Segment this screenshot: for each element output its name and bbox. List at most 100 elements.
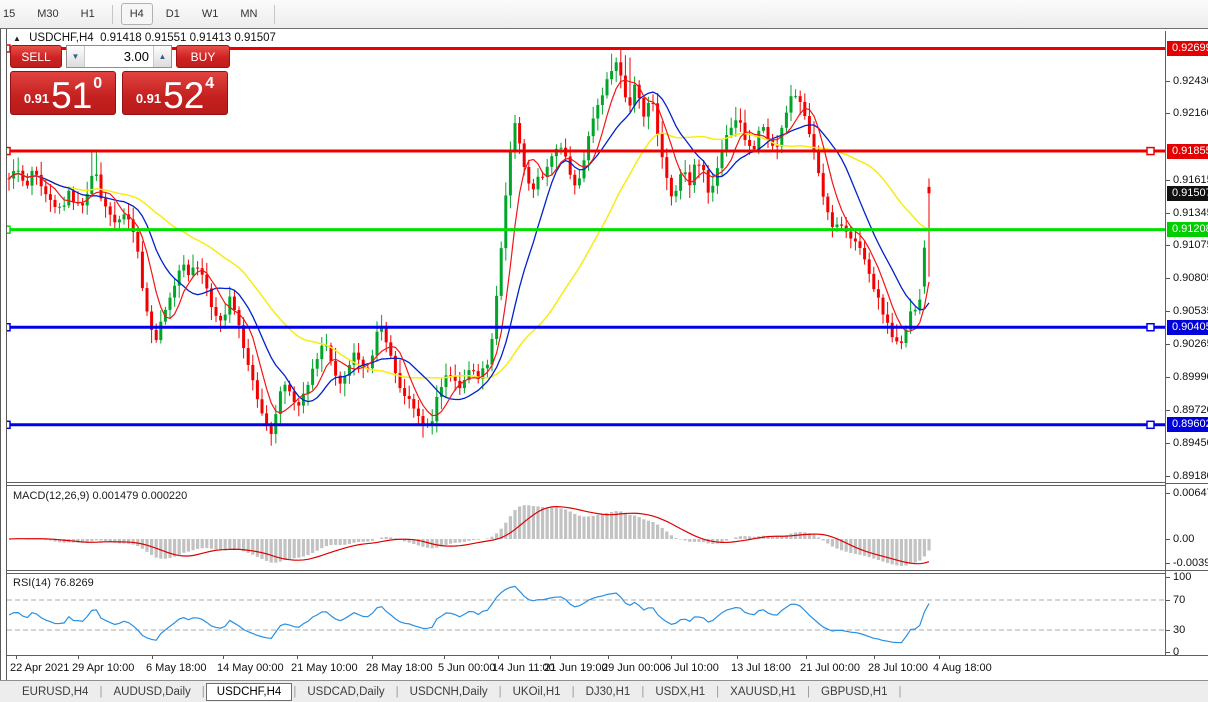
macd-indicator-panel[interactable] bbox=[7, 487, 1166, 569]
volume-input[interactable] bbox=[85, 46, 153, 67]
chart-tab-dj30[interactable]: DJ30,H1 bbox=[585, 685, 631, 698]
price-level-label[interactable]: 0.90405 bbox=[1167, 319, 1208, 335]
time-axis-label: 14 Jun 11:00 bbox=[492, 662, 555, 674]
volume-stepper: ▼ ▲ bbox=[66, 45, 172, 68]
buy-price-box[interactable]: 0.91 52 4 bbox=[122, 71, 228, 115]
chart-window: ▲ USDCHF,H4 0.91418 0.91551 0.91413 0.91… bbox=[0, 28, 1208, 681]
time-axis-label: 6 Jul 10:00 bbox=[665, 662, 719, 674]
time-axis-tick bbox=[608, 656, 609, 659]
time-axis-tick bbox=[498, 656, 499, 659]
chart-tab-usdcnh[interactable]: USDCNH,Daily bbox=[409, 685, 488, 698]
time-axis-label: 4 Aug 18:00 bbox=[933, 662, 992, 674]
line-handle bbox=[1146, 322, 1155, 332]
tab-separator: | bbox=[716, 685, 720, 698]
chart-tab-bar: EURUSD,H4 | AUDUSD,Daily | USDCHF,H4 | USDCAD,… bbox=[0, 680, 1208, 702]
time-axis-tick bbox=[550, 656, 551, 659]
tab-separator: | bbox=[99, 685, 103, 698]
chart-ohlc-values: 0.91418 0.91551 0.91413 0.91507 bbox=[100, 32, 276, 44]
time-axis-label: 14 May 00:00 bbox=[217, 662, 284, 674]
volume-increase-icon[interactable]: ▲ bbox=[153, 46, 171, 67]
time-axis-tick bbox=[444, 656, 445, 659]
price-level-label[interactable]: 0.92699 bbox=[1167, 41, 1208, 56]
time-axis-label: 21 Jun 19:00 bbox=[544, 662, 608, 674]
collapse-arrow-icon[interactable]: ▲ bbox=[13, 34, 21, 43]
timeframe-button-h1[interactable]: H1 bbox=[80, 8, 95, 20]
time-axis-tick bbox=[223, 656, 224, 659]
macd-axis-tick: 0.00647 bbox=[1166, 487, 1208, 500]
chart-tab-usdx[interactable]: USDX,H1 bbox=[655, 685, 706, 698]
timeframe-button-h4[interactable]: H4 bbox=[120, 3, 153, 25]
timeframe-button-w1[interactable]: W1 bbox=[201, 8, 219, 20]
time-axis-label: 28 May 18:00 bbox=[366, 662, 433, 674]
timeframe-button-15[interactable]: 15 bbox=[3, 8, 16, 20]
chart-symbol-label: USDCHF,H4 bbox=[29, 32, 94, 44]
panel-splitter[interactable] bbox=[7, 570, 1166, 574]
rsi-axis-tick: 0 bbox=[1166, 646, 1208, 659]
price-level-label[interactable]: 0.91507 bbox=[1167, 185, 1208, 201]
price-level-label[interactable]: 0.91855 bbox=[1167, 143, 1208, 159]
chart-tab-xauusd[interactable]: XAUUSD,H1 bbox=[730, 685, 796, 698]
price-level-label[interactable]: 0.91208 bbox=[1167, 222, 1208, 238]
price-level-label[interactable]: 0.89602 bbox=[1167, 417, 1208, 433]
chart-tab-ukoil[interactable]: UKOil,H1 bbox=[512, 685, 561, 698]
time-axis-tick bbox=[372, 656, 373, 659]
chart-tab-usdchf[interactable]: USDCHF,H4 bbox=[205, 682, 293, 701]
macd-signal-line bbox=[8, 506, 930, 565]
sell-button[interactable]: SELL bbox=[10, 45, 62, 68]
timeframe-button-mn[interactable]: MN bbox=[240, 8, 258, 20]
tab-separator: | bbox=[571, 685, 575, 698]
buy-price-big: 52 bbox=[163, 74, 205, 116]
tab-separator: | bbox=[807, 685, 810, 698]
timeframe-button-m30[interactable]: M30 bbox=[37, 8, 59, 20]
sell-price-big: 51 bbox=[51, 74, 93, 116]
tab-separator: | bbox=[395, 685, 399, 698]
time-axis-label: 21 Jul 00:00 bbox=[800, 662, 860, 674]
rsi-indicator-panel[interactable] bbox=[7, 574, 1166, 655]
chart-tab-eurusd[interactable]: EURUSD,H4 bbox=[22, 685, 89, 698]
rsi-axis-tick: 100 bbox=[1166, 571, 1208, 584]
line-handle bbox=[7, 146, 11, 156]
price-axis-tick: 0.90535 bbox=[1166, 305, 1208, 318]
time-axis[interactable]: 22 Apr 2021 29 Apr 10:00 6 May 18:00 14 May… bbox=[7, 655, 1166, 681]
tab-separator: | bbox=[641, 685, 645, 698]
time-axis-tick bbox=[152, 656, 153, 659]
main-price-chart[interactable] bbox=[7, 31, 1166, 484]
time-axis-label: 28 Jul 10:00 bbox=[868, 662, 928, 674]
time-axis-label: 29 Apr 10:00 bbox=[72, 662, 135, 674]
chart-tab-usdcad[interactable]: USDCAD,Daily bbox=[307, 685, 385, 698]
rsi-line bbox=[8, 585, 930, 644]
horizontal-level-lines[interactable] bbox=[7, 44, 1165, 430]
tab-separator: | bbox=[293, 685, 297, 698]
line-handle bbox=[1146, 420, 1155, 430]
sell-price-box[interactable]: 0.91 51 0 bbox=[10, 71, 116, 115]
line-handle bbox=[7, 225, 11, 234]
time-axis-tick bbox=[737, 656, 738, 659]
buy-button[interactable]: BUY bbox=[176, 45, 230, 68]
price-axis-line bbox=[1165, 31, 1166, 655]
volume-decrease-icon[interactable]: ▼ bbox=[67, 46, 85, 67]
sell-price-prefix: 0.91 bbox=[23, 91, 50, 106]
chart-tab-audusd[interactable]: AUDUSD,Daily bbox=[113, 685, 191, 698]
timeframe-button-d1[interactable]: D1 bbox=[165, 8, 180, 20]
line-handle bbox=[7, 420, 11, 430]
ma-fast-line bbox=[8, 79, 930, 417]
timeframe-toolbar: 15 M30 H1 H4 D1 W1 MN bbox=[0, 0, 1208, 29]
chart-tab-gbpusd[interactable]: GBPUSD,H1 bbox=[821, 685, 888, 698]
time-axis-tick bbox=[874, 656, 875, 659]
price-axis-tick: 0.90265 bbox=[1166, 338, 1208, 351]
panel-splitter[interactable] bbox=[7, 482, 1166, 486]
moving-averages bbox=[8, 79, 930, 417]
time-axis-tick bbox=[78, 656, 79, 659]
rsi-axis-tick: 30 bbox=[1166, 624, 1208, 637]
macd-axis-tick: 0.00 bbox=[1166, 533, 1208, 546]
price-axis-tick: 0.91345 bbox=[1166, 207, 1208, 220]
ma-mid-line bbox=[8, 91, 930, 403]
tab-separator: | bbox=[898, 685, 902, 698]
